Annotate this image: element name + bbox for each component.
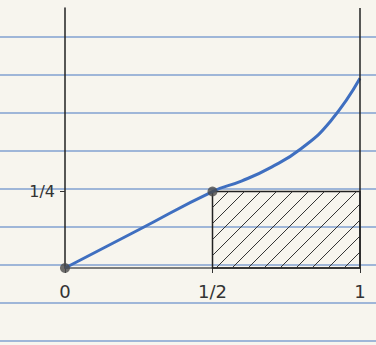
svg-text:0: 0 [59,281,70,302]
svg-text:1/4: 1/4 [29,182,55,201]
svg-text:1/2: 1/2 [198,281,227,302]
svg-text:1: 1 [354,281,365,302]
